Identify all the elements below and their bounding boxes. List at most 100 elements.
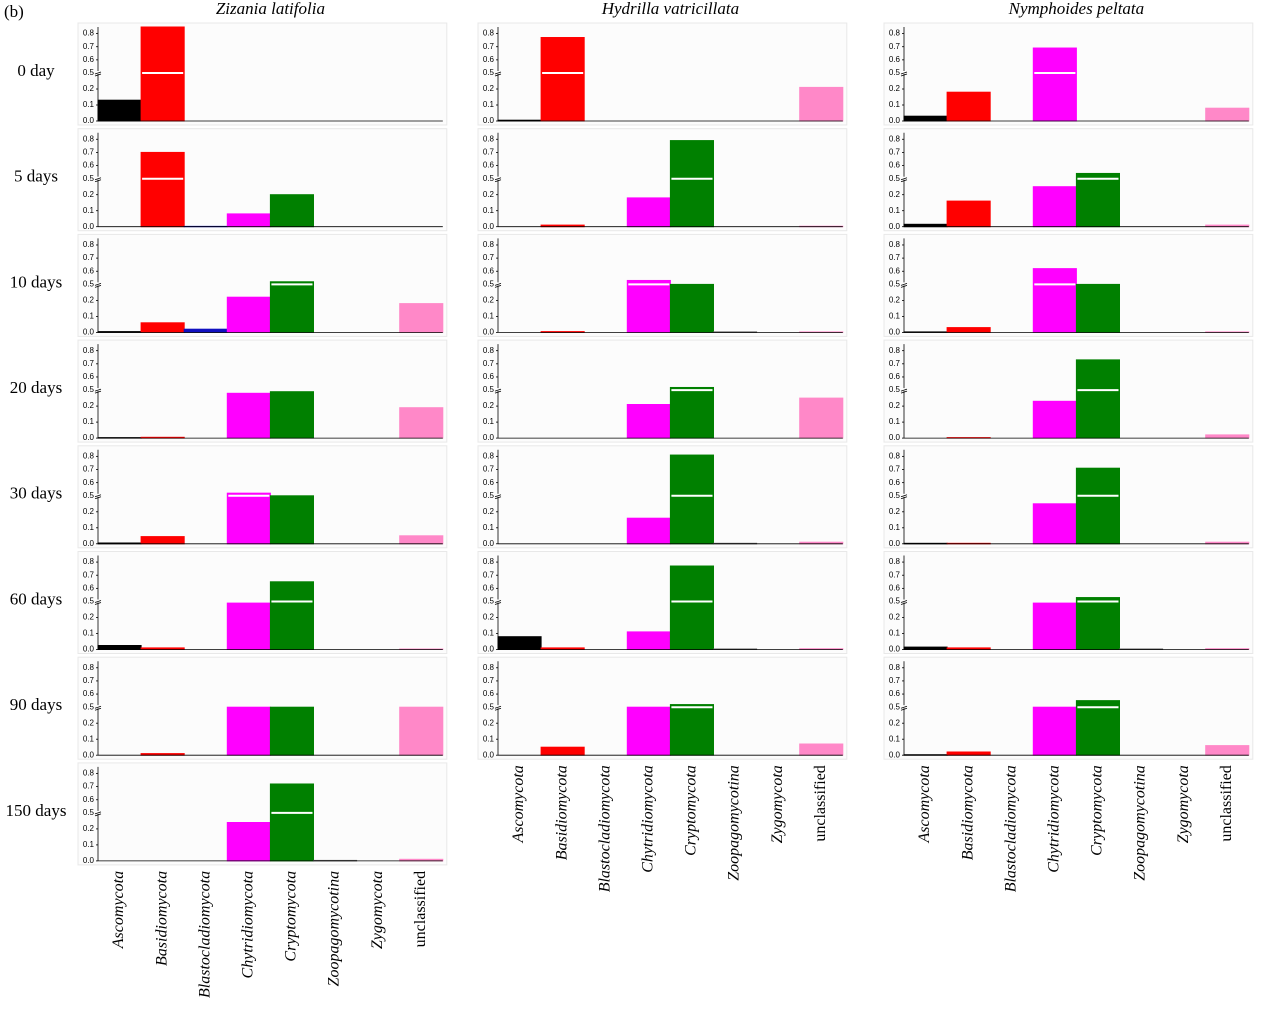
y-tick-label: 0.7 [483, 465, 495, 474]
bar [669, 704, 715, 756]
y-tick-label: 0.6 [483, 478, 495, 487]
x-tick-label: Basidiomycota [153, 871, 170, 966]
bar [399, 303, 444, 333]
y-tick-label: 0.7 [889, 253, 901, 262]
row-label: 20 days [10, 378, 62, 397]
y-tick-label: 0.6 [889, 55, 901, 64]
y-tick-label: 0.2 [483, 507, 495, 516]
y-tick-label: 0.2 [83, 824, 95, 833]
y-tick-label: 0.6 [483, 689, 495, 698]
break-mark [494, 600, 502, 603]
y-tick-label: 0.5 [483, 280, 495, 289]
break-mark [900, 179, 908, 183]
y-tick-label: 0.1 [83, 100, 95, 109]
y-tick-label: 0.8 [889, 451, 901, 460]
y-tick-label: 0.5 [483, 702, 495, 711]
y-tick-label: 0.8 [83, 29, 95, 38]
break-mark [494, 390, 502, 394]
row-label: 10 days [10, 272, 62, 291]
y-tick-label: 0.5 [483, 174, 495, 183]
y-tick-label: 0.2 [83, 296, 95, 305]
y-tick-label: 0.0 [889, 328, 901, 337]
break-mark [494, 177, 502, 181]
break-mark [94, 73, 102, 77]
x-tick-label: Blastocladiomycota [1002, 765, 1019, 892]
row-label: 30 days [10, 484, 62, 503]
y-tick-label: 0.7 [83, 570, 95, 579]
y-tick-label: 0.6 [83, 266, 95, 275]
x-tick-label: Basidiomycota [553, 765, 570, 860]
y-tick-label: 0.0 [483, 750, 495, 759]
y-tick-label: 0.7 [83, 253, 95, 262]
y-tick-label: 0.5 [83, 597, 95, 606]
bar [1075, 467, 1121, 545]
y-tick-label: 0.8 [483, 134, 495, 143]
y-tick-label: 0.2 [889, 718, 901, 727]
y-tick-label: 0.7 [889, 570, 901, 579]
break-mark [494, 496, 502, 500]
y-tick-label: 0.1 [83, 523, 95, 532]
x-tick-label: Zygomycota [369, 871, 386, 949]
y-tick-label: 0.8 [889, 29, 901, 38]
row-label: 0 day [17, 61, 55, 80]
break-mark [94, 600, 102, 603]
x-tick-label: Blastocladiomycota [196, 871, 213, 998]
y-tick-label: 0.5 [889, 68, 901, 77]
break-mark [94, 705, 102, 709]
break-mark [494, 602, 502, 605]
y-tick-label: 0.6 [483, 372, 495, 381]
y-tick-label: 0.0 [483, 116, 495, 125]
y-tick-label: 0.5 [83, 68, 95, 77]
y-tick-label: 0.0 [83, 328, 95, 337]
y-tick-label: 0.0 [83, 750, 95, 759]
bar [799, 86, 844, 122]
y-tick-label: 0.8 [483, 346, 495, 355]
y-tick-label: 0.7 [83, 465, 95, 474]
bar [669, 454, 715, 545]
y-tick-label: 0.6 [83, 583, 95, 592]
y-tick-label: 0.5 [83, 808, 95, 817]
y-tick-label: 0.8 [889, 134, 901, 143]
break-mark [494, 73, 502, 77]
bar [399, 407, 444, 439]
y-tick-label: 0.0 [83, 433, 95, 442]
bar [1032, 186, 1077, 228]
bar [226, 706, 271, 756]
break-gap [901, 493, 907, 497]
break-mark [94, 179, 102, 183]
y-tick-label: 0.8 [483, 663, 495, 672]
y-tick-label: 0.1 [889, 734, 901, 743]
break-mark [94, 283, 102, 286]
y-tick-label: 0.8 [483, 29, 495, 38]
y-tick-label: 0.6 [889, 689, 901, 698]
bar [497, 636, 542, 651]
break-mark [94, 602, 102, 605]
y-tick-label: 0.1 [889, 312, 901, 321]
y-tick-label: 0.0 [889, 750, 901, 759]
y-tick-label: 0.7 [483, 42, 495, 51]
y-tick-label: 0.5 [889, 597, 901, 606]
y-tick-label: 0.5 [483, 385, 495, 394]
column-title: Hydrilla vatricillata [601, 0, 739, 18]
bar [1032, 268, 1077, 333]
y-tick-label: 0.2 [83, 718, 95, 727]
y-tick-label: 0.1 [889, 417, 901, 426]
y-tick-label: 0.1 [83, 840, 95, 849]
x-tick-label: Cryptomycota [683, 765, 700, 856]
break-gap [901, 176, 907, 180]
bar [1075, 700, 1121, 756]
bar [1075, 359, 1121, 439]
bar [669, 565, 715, 650]
bar [540, 37, 585, 122]
break-mark [900, 390, 908, 394]
y-tick-label: 0.7 [83, 676, 95, 685]
x-tick-label: Blastocladiomycota [596, 765, 613, 892]
bar [626, 517, 671, 545]
break-mark [900, 285, 908, 288]
y-tick-label: 0.5 [483, 68, 495, 77]
column-title: Zizania latifolia [216, 0, 325, 18]
break-mark [900, 73, 908, 77]
y-tick-label: 0.2 [83, 190, 95, 199]
break-gap [95, 599, 101, 603]
